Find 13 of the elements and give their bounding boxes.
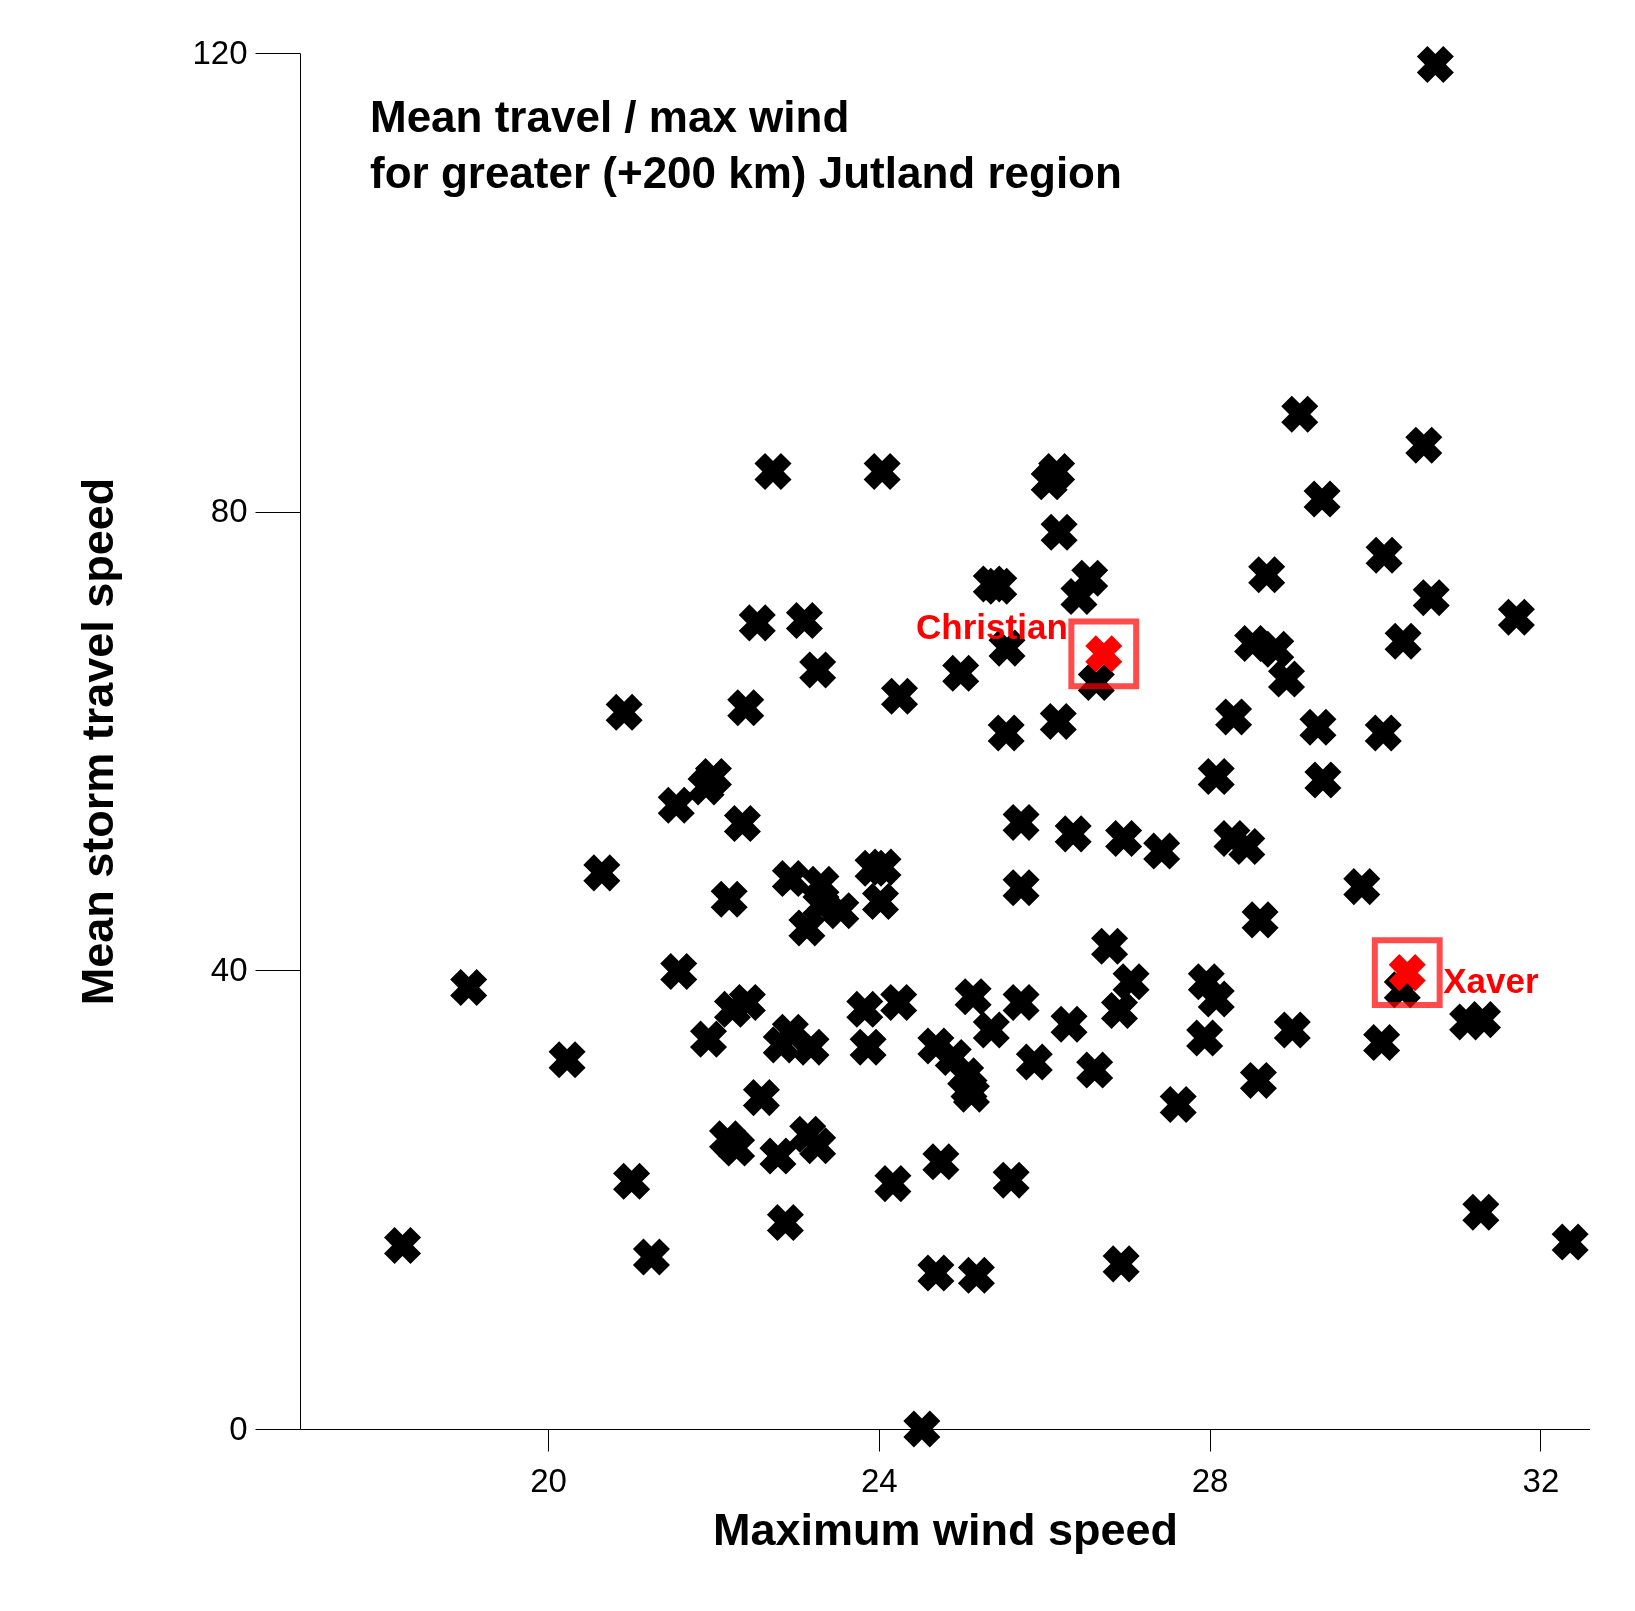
y-tick-label: 0 <box>229 1409 248 1447</box>
y-tick-label: 120 <box>192 33 248 71</box>
y-tick-label: 40 <box>210 950 248 988</box>
x-tick-label: 20 <box>530 1461 567 1499</box>
x-tick-label: 32 <box>1522 1461 1560 1499</box>
x-tick-label: 24 <box>860 1461 898 1499</box>
x-axis-title: Maximum wind speed <box>712 1503 1179 1555</box>
text: Mean travel / max wind for greater (+200 km) Jutland region <box>370 92 1122 197</box>
annotation: Christian <box>916 606 1068 646</box>
x-tick-label: 28 <box>1191 1461 1229 1499</box>
annotation: Xaver <box>1443 960 1539 1000</box>
y-axis-title: Mean storm travel speed <box>72 477 124 1006</box>
y-tick-label: 80 <box>210 492 248 530</box>
